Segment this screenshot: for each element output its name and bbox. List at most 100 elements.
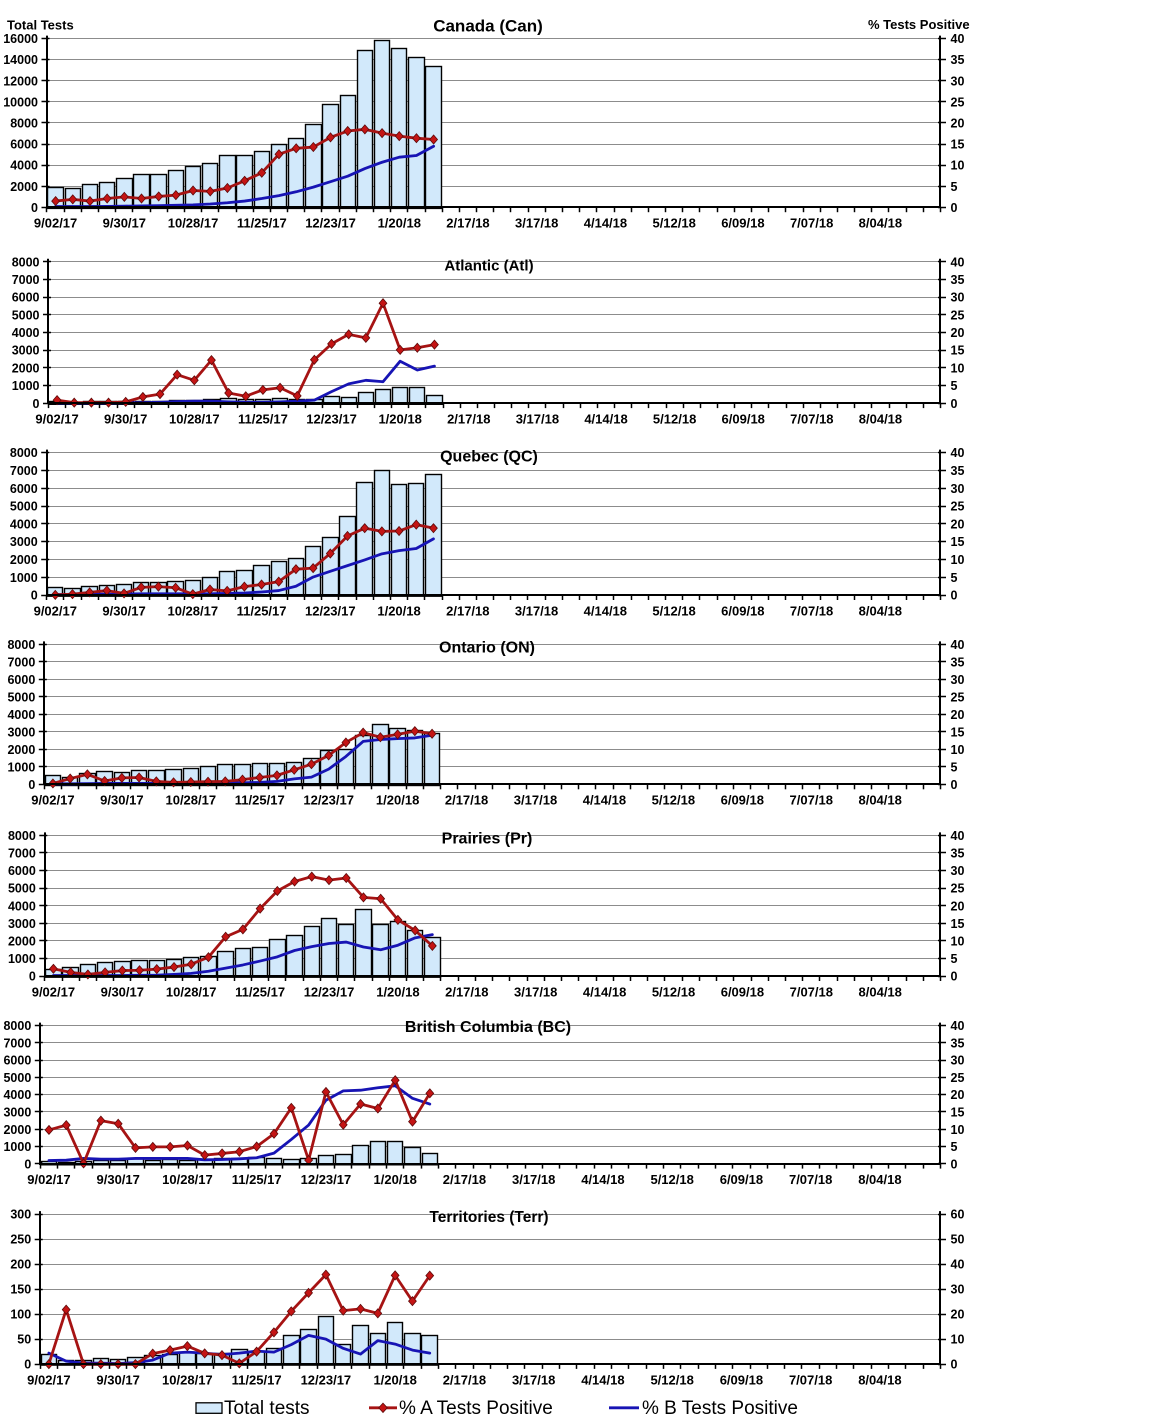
svg-text:0: 0 xyxy=(951,201,958,215)
svg-text:6000: 6000 xyxy=(7,673,35,687)
svg-text:1000: 1000 xyxy=(12,379,40,393)
svg-text:3/17/18: 3/17/18 xyxy=(516,412,559,427)
svg-text:3000: 3000 xyxy=(12,344,40,358)
svg-text:0: 0 xyxy=(951,970,958,984)
svg-text:15: 15 xyxy=(951,725,965,739)
svg-text:5/12/18: 5/12/18 xyxy=(650,1372,693,1387)
svg-text:7000: 7000 xyxy=(10,464,38,478)
svg-text:3000: 3000 xyxy=(7,725,35,739)
svg-text:20: 20 xyxy=(951,899,965,913)
svg-text:12000: 12000 xyxy=(3,74,38,88)
svg-text:20: 20 xyxy=(951,326,965,340)
svg-text:5: 5 xyxy=(951,379,958,393)
svg-text:1/20/18: 1/20/18 xyxy=(377,603,420,618)
svg-text:5/12/18: 5/12/18 xyxy=(652,216,695,231)
svg-text:5: 5 xyxy=(951,1140,958,1154)
svg-text:3/17/18: 3/17/18 xyxy=(514,793,557,808)
svg-text:12/23/17: 12/23/17 xyxy=(301,1172,352,1187)
svg-text:9/30/17: 9/30/17 xyxy=(97,1172,140,1187)
svg-text:1000: 1000 xyxy=(7,760,35,774)
svg-text:11/25/17: 11/25/17 xyxy=(238,412,288,427)
svg-text:50: 50 xyxy=(17,1333,31,1347)
svg-text:30: 30 xyxy=(951,482,965,496)
svg-text:2/17/18: 2/17/18 xyxy=(447,412,490,427)
svg-text:6/09/18: 6/09/18 xyxy=(721,603,764,618)
svg-text:5/12/18: 5/12/18 xyxy=(652,793,695,808)
svg-text:6/09/18: 6/09/18 xyxy=(720,1172,763,1187)
svg-text:5000: 5000 xyxy=(12,308,40,322)
svg-text:10: 10 xyxy=(951,1123,965,1137)
svg-text:11/25/17: 11/25/17 xyxy=(235,793,285,808)
svg-text:20: 20 xyxy=(951,1308,965,1322)
svg-text:1000: 1000 xyxy=(8,952,36,966)
svg-text:1/20/18: 1/20/18 xyxy=(376,984,419,999)
svg-text:4000: 4000 xyxy=(10,517,38,531)
svg-text:35: 35 xyxy=(951,655,965,669)
svg-text:12/23/17: 12/23/17 xyxy=(303,793,354,808)
svg-text:9/02/17: 9/02/17 xyxy=(27,1172,70,1187)
svg-text:10/28/17: 10/28/17 xyxy=(168,216,219,231)
svg-text:4000: 4000 xyxy=(12,326,40,340)
svg-text:7/07/18: 7/07/18 xyxy=(790,793,833,808)
svg-text:40: 40 xyxy=(951,32,965,46)
svg-text:7/07/18: 7/07/18 xyxy=(790,412,833,427)
svg-text:1000: 1000 xyxy=(3,1140,31,1154)
svg-text:2000: 2000 xyxy=(10,180,38,194)
svg-text:3/17/18: 3/17/18 xyxy=(515,603,558,618)
svg-text:9/30/17: 9/30/17 xyxy=(101,984,144,999)
svg-text:40: 40 xyxy=(951,829,965,843)
svg-text:9/02/17: 9/02/17 xyxy=(34,603,77,618)
svg-text:2000: 2000 xyxy=(7,743,35,757)
svg-text:Total Tests: Total Tests xyxy=(7,18,74,33)
svg-text:25: 25 xyxy=(951,1071,965,1085)
svg-text:35: 35 xyxy=(951,53,965,67)
svg-text:Ontario (ON): Ontario (ON) xyxy=(439,640,535,657)
svg-text:8000: 8000 xyxy=(10,446,38,460)
svg-text:15: 15 xyxy=(951,917,965,931)
svg-text:3/17/18: 3/17/18 xyxy=(515,216,558,231)
svg-text:3/17/18: 3/17/18 xyxy=(514,984,557,999)
svg-text:10/28/17: 10/28/17 xyxy=(162,1372,213,1387)
svg-text:8/04/18: 8/04/18 xyxy=(859,216,902,231)
svg-text:5: 5 xyxy=(951,571,958,585)
svg-text:8000: 8000 xyxy=(12,255,40,269)
svg-text:2/17/18: 2/17/18 xyxy=(445,793,488,808)
svg-text:10: 10 xyxy=(951,553,965,567)
svg-text:0: 0 xyxy=(24,1157,31,1171)
svg-text:14000: 14000 xyxy=(3,53,38,67)
svg-text:0: 0 xyxy=(33,397,40,411)
svg-text:6/09/18: 6/09/18 xyxy=(720,1372,763,1387)
svg-text:8/04/18: 8/04/18 xyxy=(858,1172,901,1187)
svg-text:25: 25 xyxy=(951,500,965,514)
svg-text:Canada (Can): Canada (Can) xyxy=(433,16,543,35)
svg-text:7000: 7000 xyxy=(12,273,40,287)
svg-text:Prairies (Pr): Prairies (Pr) xyxy=(442,831,533,848)
svg-text:7/07/18: 7/07/18 xyxy=(789,1372,832,1387)
svg-text:% B Tests Positive: % B Tests Positive xyxy=(642,1398,798,1419)
svg-text:15: 15 xyxy=(951,535,965,549)
svg-text:5000: 5000 xyxy=(8,882,36,896)
svg-text:0: 0 xyxy=(31,201,38,215)
svg-text:0: 0 xyxy=(951,1157,958,1171)
svg-text:5/12/18: 5/12/18 xyxy=(652,603,695,618)
svg-text:7/07/18: 7/07/18 xyxy=(790,216,833,231)
svg-text:8000: 8000 xyxy=(10,117,38,131)
svg-text:4000: 4000 xyxy=(10,159,38,173)
svg-text:6000: 6000 xyxy=(10,482,38,496)
svg-text:4/14/18: 4/14/18 xyxy=(583,793,626,808)
svg-text:35: 35 xyxy=(951,847,965,861)
svg-text:11/25/17: 11/25/17 xyxy=(237,216,287,231)
svg-text:35: 35 xyxy=(951,464,965,478)
svg-text:10: 10 xyxy=(951,1333,965,1347)
svg-text:30: 30 xyxy=(951,1054,965,1068)
svg-text:4/14/18: 4/14/18 xyxy=(581,1372,624,1387)
svg-text:25: 25 xyxy=(951,882,965,896)
svg-text:2/17/18: 2/17/18 xyxy=(445,984,488,999)
svg-text:30: 30 xyxy=(951,291,965,305)
svg-text:100: 100 xyxy=(10,1308,31,1322)
svg-text:10/28/17: 10/28/17 xyxy=(166,984,217,999)
svg-text:4000: 4000 xyxy=(8,899,36,913)
svg-text:8/04/18: 8/04/18 xyxy=(858,1372,901,1387)
svg-text:12/23/17: 12/23/17 xyxy=(305,216,356,231)
svg-text:Atlantic (Atl): Atlantic (Atl) xyxy=(444,258,533,275)
